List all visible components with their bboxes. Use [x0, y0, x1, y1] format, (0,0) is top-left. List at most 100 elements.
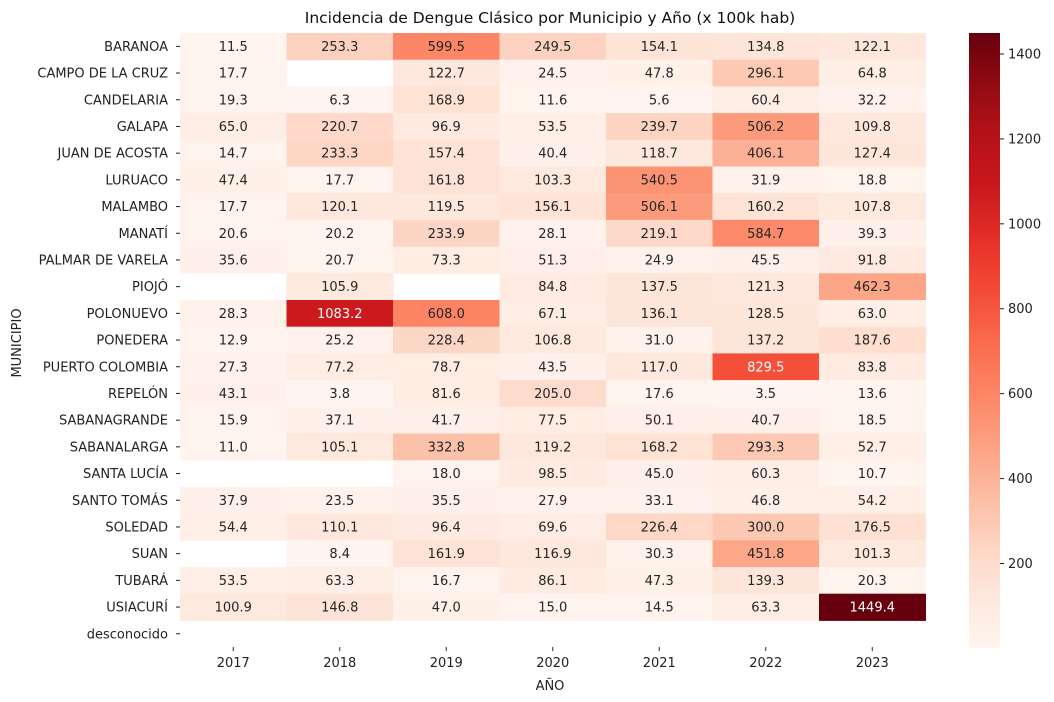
heatmap-cell — [180, 380, 287, 408]
heatmap-cell — [606, 166, 713, 194]
cell-value-label: 60.4 — [751, 93, 780, 108]
x-tick-label: 2019 — [430, 656, 463, 671]
cell-value-label: 15.0 — [538, 601, 567, 616]
heatmap-cell — [499, 326, 607, 354]
cell-value-label: 127.4 — [854, 147, 891, 162]
cell-value-label: 15.9 — [219, 414, 248, 429]
cell-value-label: 220.7 — [321, 120, 358, 135]
heatmap-cell — [606, 300, 713, 328]
x-tick-label: 2018 — [323, 656, 356, 671]
cell-value-label: 47.8 — [645, 67, 674, 82]
cell-value-label: 154.1 — [641, 40, 678, 55]
cell-value-label: 37.9 — [219, 494, 248, 509]
cell-value-label: 30.3 — [645, 547, 674, 562]
cell-value-label: 47.4 — [219, 173, 248, 188]
heatmap-cell — [393, 567, 500, 595]
y-tick-label: REPELÓN — [108, 386, 168, 402]
cell-value-label: 63.3 — [325, 574, 354, 589]
cell-value-label: 8.4 — [329, 547, 350, 562]
cell-value-label: 226.4 — [641, 520, 678, 535]
heatmap-cell — [712, 33, 820, 61]
heatmap-cell — [393, 166, 500, 194]
cell-value-label: 120.1 — [321, 200, 358, 215]
cell-value-label: 67.1 — [538, 307, 567, 322]
heatmap-cell — [712, 246, 820, 274]
heatmap-cell — [180, 353, 287, 381]
heatmap-cell — [712, 139, 820, 167]
x-tick-label: 2017 — [217, 656, 250, 671]
cell-value-label: 50.1 — [645, 414, 674, 429]
heatmap-cell — [499, 406, 607, 434]
y-tick-label: SUAN — [132, 547, 168, 562]
y-tick-label: CANDELARIA — [84, 93, 168, 108]
cell-value-label: 168.9 — [428, 93, 465, 108]
heatmap-cell — [819, 593, 926, 621]
heatmap-cell — [499, 567, 607, 595]
cell-value-label: 27.9 — [538, 494, 567, 509]
cell-value-label: 11.6 — [538, 93, 567, 108]
cell-value-label: 40.7 — [751, 414, 780, 429]
cell-value-label: 37.1 — [325, 414, 354, 429]
cell-value-label: 161.9 — [428, 547, 465, 562]
heatmap-cell — [499, 593, 607, 621]
cell-value-label: 506.2 — [747, 120, 784, 135]
x-axis: 2017 2018 2019 2020 2021 2022 2023 — [217, 647, 889, 671]
cell-value-label: 96.9 — [432, 120, 461, 135]
heatmap-cell — [499, 273, 607, 301]
cell-value-label: 332.8 — [428, 440, 465, 455]
heatmap-cell — [286, 33, 394, 61]
y-tick-label: GALAPA — [117, 120, 168, 135]
heatmap-cell — [819, 33, 926, 61]
cell-value-label: 128.5 — [747, 307, 784, 322]
cell-value-label: 233.3 — [321, 147, 358, 162]
cell-value-label: 98.5 — [538, 467, 567, 482]
heatmap-cell — [606, 593, 713, 621]
heatmap-cell — [606, 540, 713, 568]
y-axis-title: MUNICIPIO — [10, 308, 25, 377]
heatmap-cell — [606, 486, 713, 515]
y-tick-label: PALMAR DE VARELA — [39, 253, 169, 268]
heatmap-cell — [286, 406, 394, 434]
colorbar-tick-label: 1000 — [1008, 217, 1041, 232]
heatmap-cell — [819, 86, 926, 114]
cell-value-label: 63.0 — [858, 307, 887, 322]
cell-value-label: 27.3 — [219, 360, 248, 375]
cell-value-label: 119.5 — [428, 200, 465, 215]
y-tick-label: SOLEDAD — [105, 520, 168, 535]
cell-value-label: 17.7 — [219, 67, 248, 82]
cell-value-label: 540.5 — [641, 173, 678, 188]
cell-value-label: 96.4 — [432, 520, 461, 535]
heatmap-cell — [606, 219, 713, 248]
cell-value-label: 51.3 — [538, 253, 567, 268]
cell-value-label: 6.3 — [329, 93, 350, 108]
cell-value-label: 18.8 — [858, 173, 887, 188]
heatmap-cell — [819, 353, 926, 381]
heatmap-cell — [606, 460, 713, 488]
cell-value-label: 116.9 — [534, 547, 571, 562]
heatmap-cell — [819, 300, 926, 328]
cell-value-label: 137.2 — [747, 334, 784, 349]
cell-value-label: 134.8 — [747, 40, 784, 55]
heatmap-cell — [393, 593, 500, 621]
heatmap-cell — [393, 513, 500, 541]
heatmap-cell — [499, 193, 607, 221]
heatmap-cell — [499, 166, 607, 194]
y-tick-label: SANTA LUCÍA — [83, 466, 168, 482]
heatmap-cell — [180, 113, 287, 141]
cell-value-label: 77.5 — [538, 414, 567, 429]
colorbar: 200 400 600 800 1000 1200 1400 — [969, 33, 1041, 648]
heatmap-cell — [606, 113, 713, 141]
cell-value-label: 233.9 — [428, 227, 465, 242]
y-tick-label: USIACURÍ — [106, 600, 168, 616]
cell-value-label: 16.7 — [432, 574, 461, 589]
heatmap-cell — [393, 486, 500, 515]
heatmap-cell — [180, 567, 287, 595]
heatmap-cell — [606, 513, 713, 541]
cell-value-label: 100.9 — [215, 601, 252, 616]
heatmap-cell — [819, 380, 926, 408]
cell-value-label: 53.5 — [219, 574, 248, 589]
heatmap-cell — [393, 59, 500, 87]
cell-value-label: 121.3 — [747, 280, 784, 295]
cell-value-label: 11.0 — [219, 440, 248, 455]
heatmap-cell — [712, 380, 820, 408]
